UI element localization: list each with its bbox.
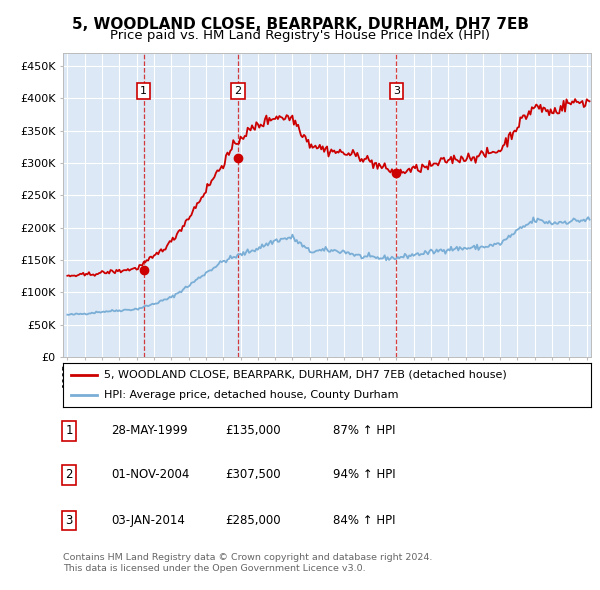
Text: This data is licensed under the Open Government Licence v3.0.: This data is licensed under the Open Gov… (63, 565, 365, 573)
Text: £135,000: £135,000 (225, 424, 281, 437)
Text: 3: 3 (393, 86, 400, 96)
Text: Contains HM Land Registry data © Crown copyright and database right 2024.: Contains HM Land Registry data © Crown c… (63, 553, 433, 562)
Text: 5, WOODLAND CLOSE, BEARPARK, DURHAM, DH7 7EB (detached house): 5, WOODLAND CLOSE, BEARPARK, DURHAM, DH7… (104, 370, 507, 380)
Text: 1: 1 (140, 86, 147, 96)
Text: 94% ↑ HPI: 94% ↑ HPI (333, 468, 395, 481)
Text: 1: 1 (65, 424, 73, 437)
Text: 3: 3 (65, 514, 73, 527)
Text: 87% ↑ HPI: 87% ↑ HPI (333, 424, 395, 437)
Text: £285,000: £285,000 (225, 514, 281, 527)
Text: £307,500: £307,500 (225, 468, 281, 481)
Text: 5, WOODLAND CLOSE, BEARPARK, DURHAM, DH7 7EB: 5, WOODLAND CLOSE, BEARPARK, DURHAM, DH7… (71, 17, 529, 31)
Text: 2: 2 (65, 468, 73, 481)
Text: 2: 2 (234, 86, 241, 96)
Text: Price paid vs. HM Land Registry's House Price Index (HPI): Price paid vs. HM Land Registry's House … (110, 30, 490, 42)
Text: HPI: Average price, detached house, County Durham: HPI: Average price, detached house, Coun… (104, 390, 398, 400)
Text: 84% ↑ HPI: 84% ↑ HPI (333, 514, 395, 527)
Text: 03-JAN-2014: 03-JAN-2014 (111, 514, 185, 527)
Text: 01-NOV-2004: 01-NOV-2004 (111, 468, 190, 481)
Text: 28-MAY-1999: 28-MAY-1999 (111, 424, 188, 437)
